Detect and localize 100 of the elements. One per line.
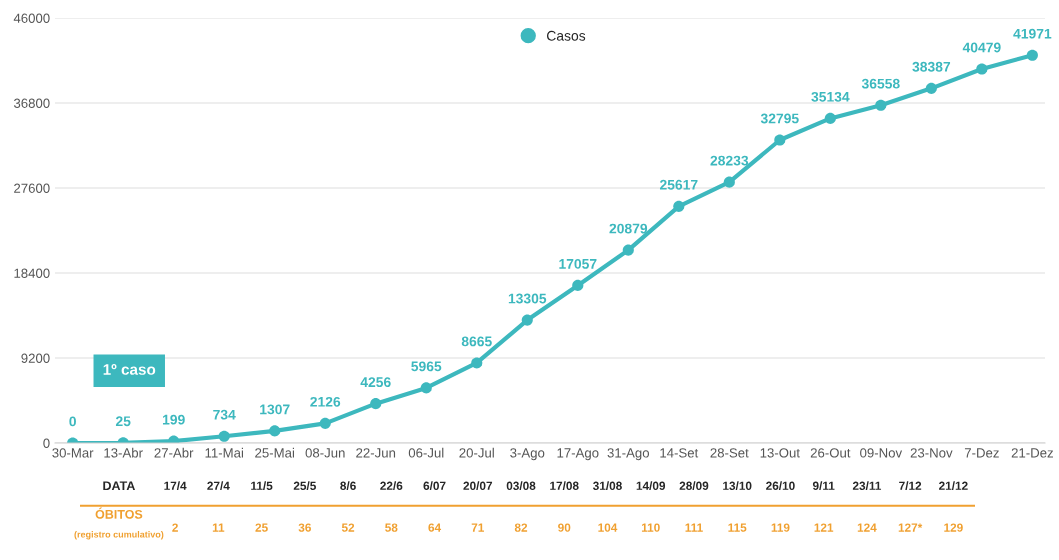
point xyxy=(1026,49,1038,61)
text: 36 xyxy=(298,523,311,532)
point xyxy=(269,425,281,437)
data-label: 8665 xyxy=(461,336,492,347)
data-label: 20879 xyxy=(609,223,648,234)
text: 82 xyxy=(514,523,528,532)
point xyxy=(723,176,735,188)
x-tick-label: 08-Jun xyxy=(305,448,345,458)
point xyxy=(572,279,584,291)
x-tick-label: 7-Dez xyxy=(964,448,999,458)
x-tick-label: 25-Mai xyxy=(255,447,294,458)
x-tick-label: 31-Ago xyxy=(607,448,650,461)
text: 90 xyxy=(558,523,571,532)
x-tick-label: 28-Set xyxy=(710,448,749,458)
category-label: 11/5 xyxy=(251,481,273,491)
data-label: 2126 xyxy=(310,396,341,407)
y-tick-label: 9200 xyxy=(21,353,50,363)
data-label: 38387 xyxy=(912,61,951,72)
data-label: 25 xyxy=(115,416,131,427)
annotation: 1º caso xyxy=(103,364,156,375)
category-label: 14/09 xyxy=(636,481,666,491)
x-tick-label: 13-Abr xyxy=(104,447,143,458)
data-label: 1307 xyxy=(260,404,290,415)
y-tick-label: 0 xyxy=(43,438,50,448)
text: 115 xyxy=(728,523,747,532)
point xyxy=(471,357,483,369)
category-label: 17/4 xyxy=(164,481,187,491)
x-tick-label: 06-Jul xyxy=(408,447,444,458)
point xyxy=(218,430,230,442)
data-label: 36558 xyxy=(861,78,900,89)
point xyxy=(976,63,988,75)
category-label: 7/12 xyxy=(899,481,922,491)
x-tick-label: 20-Jul xyxy=(459,447,494,458)
text: 52 xyxy=(341,523,355,532)
category-label: 13/10 xyxy=(723,481,752,491)
point xyxy=(774,134,786,146)
category-label: 21/12 xyxy=(939,481,968,491)
point xyxy=(875,99,887,111)
data-label: 32795 xyxy=(760,113,799,124)
x-tick-label: 09-Nov xyxy=(860,448,903,458)
text: (registro cumulativo) xyxy=(74,530,164,540)
text: 124 xyxy=(857,523,877,532)
point xyxy=(319,417,331,429)
x-tick-label: 26-Out xyxy=(810,448,851,458)
y-tick-label: 27600 xyxy=(14,183,50,193)
data-label: 25617 xyxy=(659,179,698,190)
data-label: 0 xyxy=(69,416,76,427)
point xyxy=(370,398,382,410)
category-label: 28/09 xyxy=(679,481,709,491)
text: 104 xyxy=(598,523,618,532)
point xyxy=(673,200,685,212)
x-tick-label: 11-Mai xyxy=(205,447,243,458)
x-tick-label: 21-Dez xyxy=(1011,448,1053,458)
category-label: 25/5 xyxy=(293,481,316,491)
point xyxy=(824,112,836,124)
category-label: 22/6 xyxy=(380,481,403,491)
category-label: 26/10 xyxy=(766,481,795,491)
text: 127* xyxy=(898,523,923,532)
x-tick-label: 13-Out xyxy=(760,448,800,458)
y-tick-label: 46000 xyxy=(13,13,50,23)
text: 121 xyxy=(814,523,834,532)
text: 111 xyxy=(685,523,703,532)
category-label: 9/11 xyxy=(812,481,835,491)
category-label: 17/08 xyxy=(550,481,579,491)
x-tick-label: 17-Ago xyxy=(557,448,599,461)
data-label: 5965 xyxy=(411,361,442,372)
x-tick-label: 3-Ago xyxy=(510,448,545,461)
data-label: 28233 xyxy=(710,155,749,166)
text: 71 xyxy=(471,523,485,532)
y-tick-label: 36800 xyxy=(13,98,50,108)
data-label: 40479 xyxy=(962,42,1001,53)
category-label: 6/07 xyxy=(423,481,446,491)
data-label: 41971 xyxy=(1013,28,1052,39)
category-label: 20/07 xyxy=(463,481,493,491)
point xyxy=(420,382,432,394)
x-tick-label: 30-Mar xyxy=(52,448,94,458)
text: 25 xyxy=(255,523,268,532)
point xyxy=(521,314,533,326)
category-label: 8/6 xyxy=(340,481,356,491)
x-tick-label: 27-Abr xyxy=(154,447,194,458)
text: 110 xyxy=(641,523,660,532)
data-label: 4256 xyxy=(360,377,391,388)
y-tick-label: 18400 xyxy=(14,268,50,278)
category-label: 03/08 xyxy=(506,481,536,491)
point xyxy=(622,244,634,256)
text: DATA xyxy=(103,481,136,491)
legend-label: Casos xyxy=(546,30,586,41)
text: 119 xyxy=(771,523,790,532)
x-tick-label: 22-Jun xyxy=(356,448,396,458)
data-label: 734 xyxy=(213,409,236,420)
data-label: 199 xyxy=(162,414,185,425)
text: 129 xyxy=(944,523,963,532)
point xyxy=(925,82,937,94)
text: 64 xyxy=(428,523,442,532)
text: 58 xyxy=(385,523,398,532)
category-label: 23/11 xyxy=(852,481,882,491)
x-tick-label: 23-Nov xyxy=(910,448,953,458)
data-label: 13305 xyxy=(508,293,547,304)
x-tick-label: 14-Set xyxy=(660,448,699,458)
category-label: 27/4 xyxy=(207,481,230,491)
